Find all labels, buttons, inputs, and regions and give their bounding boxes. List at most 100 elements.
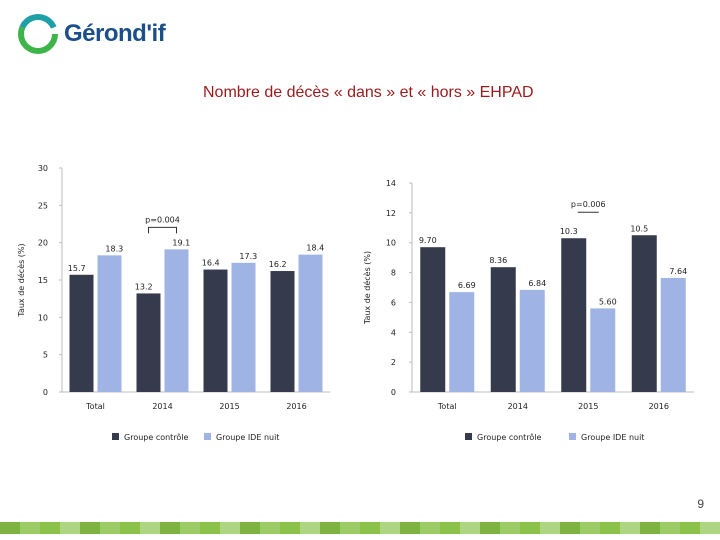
footer-segment	[60, 522, 80, 534]
footer-segment	[140, 522, 160, 534]
footer-segment	[180, 522, 200, 534]
footer-segment	[80, 522, 100, 534]
footer-segment	[680, 522, 700, 534]
y-tick-label: 4	[391, 328, 396, 337]
footer-segment	[360, 522, 380, 534]
footer-segment	[320, 522, 340, 534]
x-tick-label: 2014	[508, 402, 528, 411]
bar-ide-nuit	[97, 255, 122, 392]
bar-value-label: 7.64	[669, 267, 687, 276]
legend-swatch	[112, 433, 119, 440]
bar-controle	[270, 271, 295, 392]
x-tick-label: 2015	[219, 402, 239, 411]
bar-controle	[631, 235, 657, 392]
bar-ide-nuit	[231, 262, 256, 392]
y-tick-label: 14	[386, 179, 396, 188]
y-tick-label: 5	[43, 351, 48, 360]
footer-segment	[200, 522, 220, 534]
bar-value-label: 5.60	[599, 297, 617, 306]
footer-segment	[20, 522, 40, 534]
p-value-annotation: p=0.004	[145, 215, 180, 224]
bar-ide-nuit	[164, 249, 189, 392]
footer-segment	[540, 522, 560, 534]
footer-segment	[280, 522, 300, 534]
y-tick-label: 6	[391, 298, 396, 307]
bar-value-label: 6.84	[528, 279, 546, 288]
footer-segment	[160, 522, 180, 534]
legend-swatch	[204, 433, 211, 440]
footer-stripe	[0, 522, 720, 534]
bar-controle	[69, 274, 94, 392]
y-tick-label: 10	[38, 313, 48, 322]
bar-value-label: 6.69	[458, 281, 476, 290]
bar-controle	[136, 293, 161, 392]
bar-value-label: 13.2	[135, 282, 153, 291]
footer-segment	[600, 522, 620, 534]
y-tick-label: 8	[391, 269, 396, 278]
footer-segment	[500, 522, 520, 534]
footer-segment	[340, 522, 360, 534]
footer-segment	[260, 522, 280, 534]
footer-segment	[620, 522, 640, 534]
bar-value-label: 15.7	[68, 264, 86, 273]
footer-segment	[700, 522, 720, 534]
bar-controle	[490, 267, 516, 392]
bar-ide-nuit	[519, 289, 545, 392]
bar-controle	[203, 269, 228, 392]
bar-value-label: 9.70	[419, 236, 437, 245]
brand-logo: Gérond'if	[18, 14, 168, 56]
bar-value-label: 8.36	[489, 256, 507, 265]
bar-value-label: 10.5	[630, 224, 648, 233]
x-tick-label: 2014	[152, 402, 172, 411]
y-tick-label: 2	[391, 358, 396, 367]
footer-segment	[460, 522, 480, 534]
footer-segment	[660, 522, 680, 534]
footer-segment	[520, 522, 540, 534]
footer-segment	[400, 522, 420, 534]
bar-value-label: 17.3	[239, 252, 257, 261]
y-tick-label: 0	[391, 388, 396, 397]
footer-segment	[560, 522, 580, 534]
legend-label: Groupe IDE nuit	[581, 433, 644, 442]
footer-segment	[480, 522, 500, 534]
footer-segment	[220, 522, 240, 534]
y-axis-label: Taux de décès (%)	[362, 251, 372, 325]
bar-ide-nuit	[660, 277, 686, 392]
legend-label: Groupe contrôle	[477, 432, 542, 442]
footer-segment	[640, 522, 660, 534]
brand-name: Gérond'if	[64, 20, 166, 47]
legend-label: Groupe contrôle	[124, 432, 189, 442]
y-axis-label: Taux de décès (%)	[16, 243, 26, 317]
bar-ide-nuit	[590, 308, 616, 392]
bar-value-label: 18.3	[105, 244, 123, 253]
legend-swatch	[465, 433, 472, 440]
y-tick-label: 30	[38, 164, 48, 173]
footer-segment	[580, 522, 600, 534]
y-tick-label: 20	[38, 239, 48, 248]
footer-segment	[0, 522, 20, 534]
footer-segment	[40, 522, 60, 534]
x-tick-label: 2015	[578, 402, 598, 411]
x-tick-label: Total	[437, 402, 457, 411]
p-value-annotation: p=0.006	[571, 200, 606, 209]
bar-controle	[561, 238, 587, 392]
footer-segment	[440, 522, 460, 534]
y-tick-label: 25	[38, 201, 48, 210]
y-tick-label: 15	[38, 276, 48, 285]
x-tick-label: Total	[85, 402, 105, 411]
chart-deaths-outside-ehpad: Taux de décès (%) 0 2 4 6 8 10 12 14 9.70 6.69 Tota…	[362, 179, 694, 442]
legend-label: Groupe IDE nuit	[216, 433, 279, 442]
x-tick-label: 2016	[649, 402, 669, 411]
bar-ide-nuit	[449, 292, 475, 392]
x-tick-label: 2016	[286, 402, 306, 411]
bar-value-label: 19.1	[172, 238, 190, 247]
footer-segment	[300, 522, 320, 534]
footer-segment	[240, 522, 260, 534]
footer-segment	[420, 522, 440, 534]
legend-swatch	[569, 433, 576, 440]
bar-controle	[420, 247, 446, 392]
y-tick-label: 10	[386, 239, 396, 248]
footer-segment	[380, 522, 400, 534]
footer-segment	[100, 522, 120, 534]
bar-value-label: 16.4	[202, 259, 220, 268]
